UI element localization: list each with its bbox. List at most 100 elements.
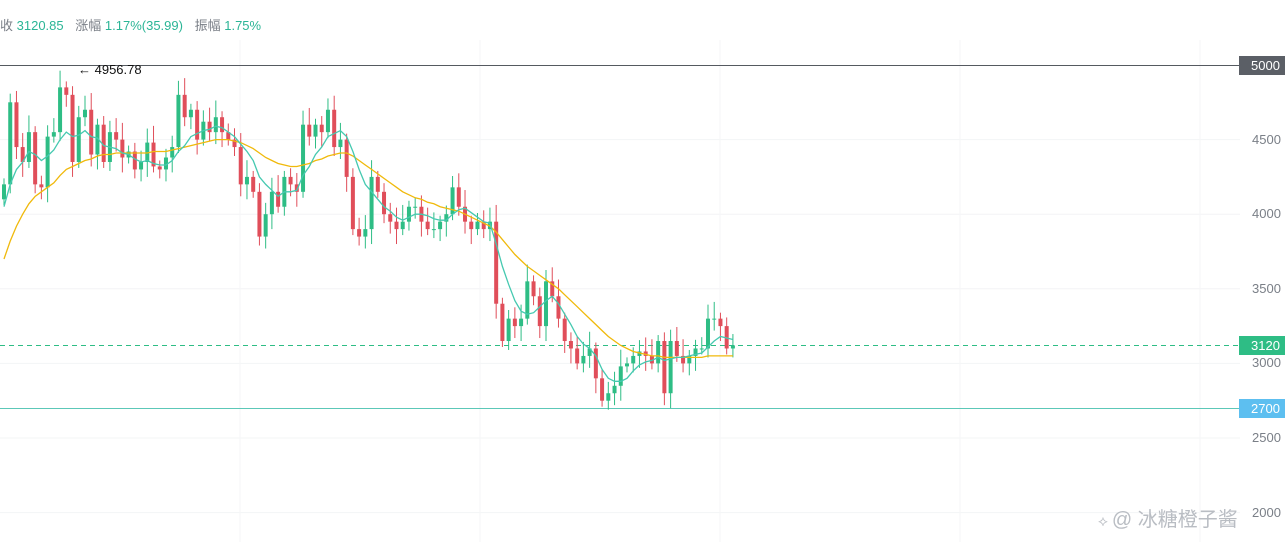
candle bbox=[33, 126, 38, 194]
candle-body bbox=[406, 206, 411, 222]
candle-body bbox=[95, 124, 100, 155]
candle-body bbox=[220, 117, 225, 133]
candle bbox=[662, 332, 667, 406]
candle bbox=[45, 125, 50, 203]
candle bbox=[213, 100, 218, 145]
candle bbox=[612, 371, 617, 406]
candle-body bbox=[20, 147, 25, 162]
candle bbox=[276, 175, 281, 213]
candle bbox=[681, 339, 686, 373]
candle-body bbox=[444, 214, 449, 222]
candle-body bbox=[649, 355, 654, 364]
candle-body bbox=[244, 176, 249, 185]
candle bbox=[101, 116, 106, 168]
candle bbox=[705, 304, 710, 358]
candle bbox=[693, 339, 698, 371]
candle-body bbox=[512, 318, 517, 327]
candle bbox=[89, 93, 94, 167]
candle bbox=[357, 217, 362, 246]
candle-body bbox=[400, 221, 405, 230]
candle-body bbox=[238, 147, 243, 185]
candle-body bbox=[145, 142, 150, 162]
candle bbox=[114, 118, 119, 152]
candle bbox=[699, 337, 704, 355]
candle bbox=[232, 128, 237, 157]
candle bbox=[724, 317, 729, 355]
candle-body bbox=[699, 348, 704, 350]
candle bbox=[500, 297, 505, 347]
candle bbox=[139, 150, 144, 182]
candle-body bbox=[587, 348, 592, 356]
candle bbox=[132, 142, 137, 179]
candle-body bbox=[431, 229, 436, 231]
candle-body bbox=[425, 221, 430, 230]
y-tick-label: 3500 bbox=[1252, 280, 1281, 296]
candle bbox=[226, 123, 231, 146]
candle bbox=[220, 111, 225, 148]
close-label: 收 bbox=[0, 18, 14, 33]
candle-body bbox=[450, 187, 455, 215]
candle bbox=[419, 195, 424, 237]
candle-body bbox=[413, 206, 418, 208]
candle bbox=[581, 341, 586, 373]
candle-body bbox=[157, 166, 162, 170]
candle-body bbox=[325, 109, 330, 133]
candle-body bbox=[132, 151, 137, 170]
candle-body bbox=[139, 161, 144, 170]
candle bbox=[562, 312, 567, 353]
candle-body bbox=[438, 221, 443, 230]
candle-body bbox=[494, 221, 499, 304]
candle-body bbox=[724, 326, 729, 349]
candle-body bbox=[469, 221, 474, 230]
candle-body bbox=[182, 94, 187, 118]
candle-body bbox=[288, 176, 293, 185]
candle bbox=[207, 107, 212, 142]
candle bbox=[687, 349, 692, 376]
candle-body bbox=[51, 132, 56, 137]
candle bbox=[182, 78, 187, 127]
candle-body bbox=[718, 318, 723, 327]
candle-body bbox=[712, 318, 717, 320]
candle-body bbox=[58, 87, 63, 133]
candle-body bbox=[519, 318, 524, 327]
current-price-tag: 3120 bbox=[1239, 335, 1285, 355]
candle bbox=[575, 337, 580, 370]
candle bbox=[58, 70, 63, 142]
candle bbox=[363, 215, 368, 249]
candle-body bbox=[350, 176, 355, 230]
candle bbox=[593, 342, 598, 394]
candle bbox=[512, 307, 517, 339]
candle-body bbox=[656, 341, 661, 364]
candle bbox=[656, 335, 661, 373]
close-value: 3120.85 bbox=[16, 18, 64, 33]
candles bbox=[2, 70, 735, 410]
candle-body bbox=[301, 124, 306, 192]
candle bbox=[431, 212, 436, 239]
candle bbox=[668, 329, 673, 409]
candle bbox=[301, 110, 306, 198]
y-tick-label: 4000 bbox=[1252, 206, 1281, 222]
candle bbox=[251, 170, 256, 198]
candle-body bbox=[600, 378, 605, 401]
candle bbox=[269, 177, 274, 230]
candle-body bbox=[612, 385, 617, 394]
candle-body bbox=[593, 348, 598, 379]
candle-body bbox=[2, 184, 6, 200]
ma-fast-line bbox=[3, 125, 734, 382]
candle-body bbox=[101, 124, 106, 162]
max-price-annotation: ← 4956.78 bbox=[78, 62, 142, 77]
candle-body bbox=[33, 132, 38, 185]
candle-body bbox=[382, 191, 387, 215]
candle bbox=[394, 207, 399, 245]
candle bbox=[82, 95, 87, 127]
candle-body bbox=[82, 109, 87, 118]
candle-body bbox=[8, 102, 13, 185]
candle-body bbox=[26, 132, 31, 162]
candle-body bbox=[114, 132, 119, 140]
candle-body bbox=[375, 176, 380, 192]
candle-body bbox=[475, 221, 480, 230]
candle-body bbox=[550, 281, 555, 297]
candle-body bbox=[319, 124, 324, 133]
candle-body bbox=[14, 102, 19, 148]
candle bbox=[587, 331, 592, 368]
